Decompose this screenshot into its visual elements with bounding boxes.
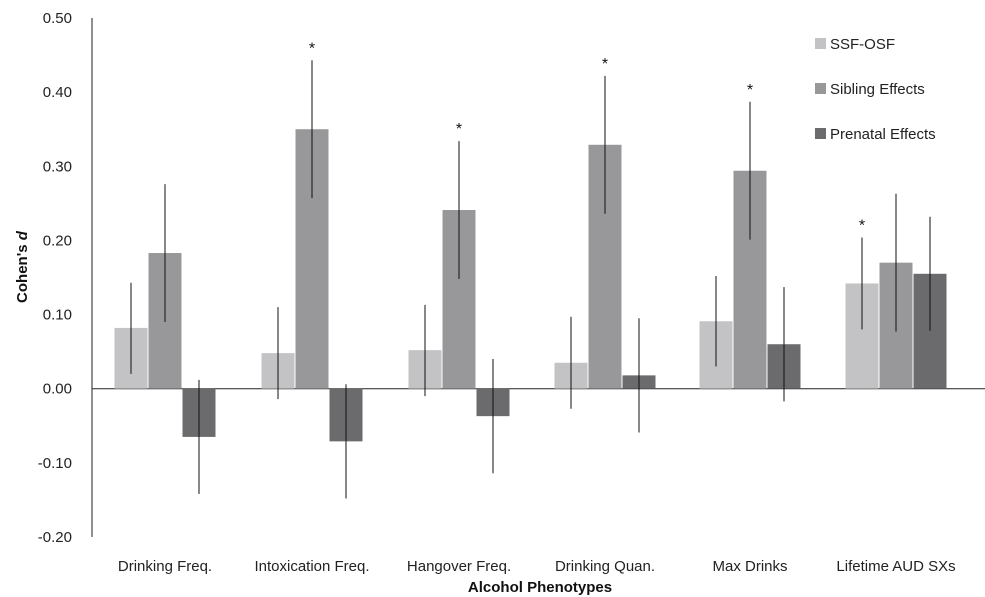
- legend-label: Prenatal Effects: [830, 126, 936, 143]
- y-tick-label: 0.10: [43, 307, 72, 324]
- y-tick-labels: -0.20 -0.10 0.00 0.10 0.20 0.30 0.40 0.50: [38, 10, 72, 546]
- significance-star: *: [309, 40, 315, 57]
- y-tick-label: 0.00: [43, 381, 72, 398]
- error-bars: [130, 60, 931, 499]
- category-label: Hangover Freq.: [407, 558, 511, 575]
- significance-markers: * * * * *: [309, 40, 865, 234]
- category-label: Max Drinks: [712, 558, 787, 575]
- y-tick-label: 0.30: [43, 158, 72, 175]
- y-axis-title: Cohen's d: [14, 230, 31, 303]
- y-tick-label: 0.50: [43, 10, 72, 27]
- legend-swatch: [815, 83, 826, 94]
- significance-star: *: [456, 121, 462, 138]
- y-tick-label: 0.40: [43, 84, 72, 101]
- y-tick-label: 0.20: [43, 232, 72, 249]
- category-label: Drinking Quan.: [555, 558, 655, 575]
- legend-swatch: [815, 128, 826, 139]
- legend-swatch: [815, 38, 826, 49]
- category-label: Drinking Freq.: [118, 558, 212, 575]
- y-axis-title-prefix: Cohen's: [14, 240, 31, 303]
- legend: SSF-OSF Sibling Effects Prenatal Effects: [815, 36, 936, 143]
- significance-star: *: [602, 56, 608, 73]
- category-label: Intoxication Freq.: [254, 558, 369, 575]
- bars: [114, 129, 947, 442]
- legend-label: SSF-OSF: [830, 36, 895, 53]
- y-tick-label: -0.10: [38, 455, 72, 472]
- significance-star: *: [747, 82, 753, 99]
- significance-star: *: [859, 217, 865, 234]
- y-tick-label: -0.20: [38, 529, 72, 546]
- y-axis-title-variable: d: [14, 230, 31, 240]
- category-labels: Drinking Freq. Intoxication Freq. Hangover…: [118, 558, 956, 575]
- category-label: Lifetime AUD SXs: [836, 558, 955, 575]
- x-axis-title: Alcohol Phenotypes: [468, 579, 612, 596]
- legend-label: Sibling Effects: [830, 81, 925, 98]
